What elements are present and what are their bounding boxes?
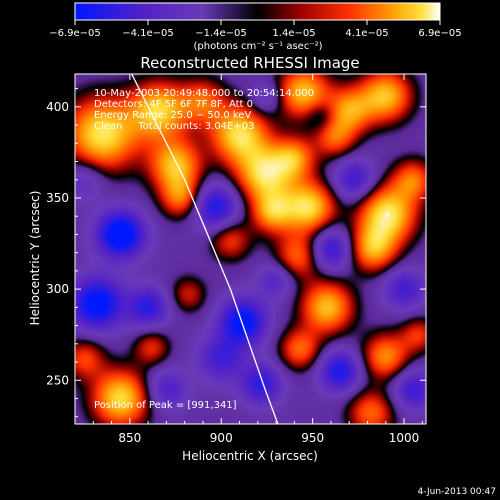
- annotation-detectors: Detectors: 4F 5F 6F 7F 8F, Att 0: [94, 99, 253, 110]
- x-tick-label: 950: [301, 431, 324, 445]
- plot-frame: [74, 73, 427, 425]
- y-tick-label: 350: [46, 191, 69, 205]
- peak-marker: [386, 212, 390, 216]
- solar-limb-line: [131, 74, 279, 424]
- colorbar-ticks: −6.9e−05 −4.1e−05 −1.4e−05 1.4e−05 4.1e−05 6.…: [49, 20, 462, 39]
- y-axis-label: Heliocentric Y (arcsec): [28, 191, 42, 326]
- colorbar-tick-label: 1.4e−05: [272, 28, 315, 39]
- y-tick-label: 300: [46, 282, 69, 296]
- x-tick-label: 900: [210, 431, 233, 445]
- colorbar-units: (photons cm⁻² s⁻¹ asec⁻²): [193, 41, 322, 52]
- axes: 850 900 950 1000 250 300 350 400: [46, 74, 426, 445]
- annotation-time: 10‑May‑2003 20:49:48.000 to 20:54:14.000: [94, 88, 314, 99]
- colorbar-tick-label: 6.9e−05: [418, 28, 461, 39]
- heatmap-plot: 10‑May‑2003 20:49:48.000 to 20:54:14.000…: [75, 74, 426, 424]
- colorbar-tick-label: −1.4e−05: [195, 28, 247, 39]
- colorbar-tick-label: −6.9e−05: [49, 28, 101, 39]
- annotation-peak: Position of Peak = [991,341]: [94, 400, 237, 411]
- footer-date: 4-Jun-2013 00:47: [418, 487, 497, 497]
- x-tick-label: 1000: [389, 431, 420, 445]
- annotation-clean: Clean Total counts: 3.04E+03: [94, 121, 254, 132]
- colorbar-tick-label: 4.1e−05: [345, 28, 388, 39]
- y-tick-label: 400: [46, 100, 69, 114]
- annotations: 10‑May‑2003 20:49:48.000 to 20:54:14.000…: [94, 88, 314, 411]
- colorbar: [74, 2, 441, 21]
- x-axis-label: Heliocentric X (arcsec): [182, 449, 318, 463]
- x-tick-label: 850: [118, 431, 141, 445]
- y-tick-label: 250: [46, 373, 69, 387]
- chart-title: Reconstructed RHESSI Image: [140, 54, 359, 72]
- annotation-energy: Energy Range: 25.0 − 50.0 keV: [94, 110, 251, 121]
- colorbar-tick-label: −4.1e−05: [122, 28, 174, 39]
- heatmap-image: [75, 74, 426, 424]
